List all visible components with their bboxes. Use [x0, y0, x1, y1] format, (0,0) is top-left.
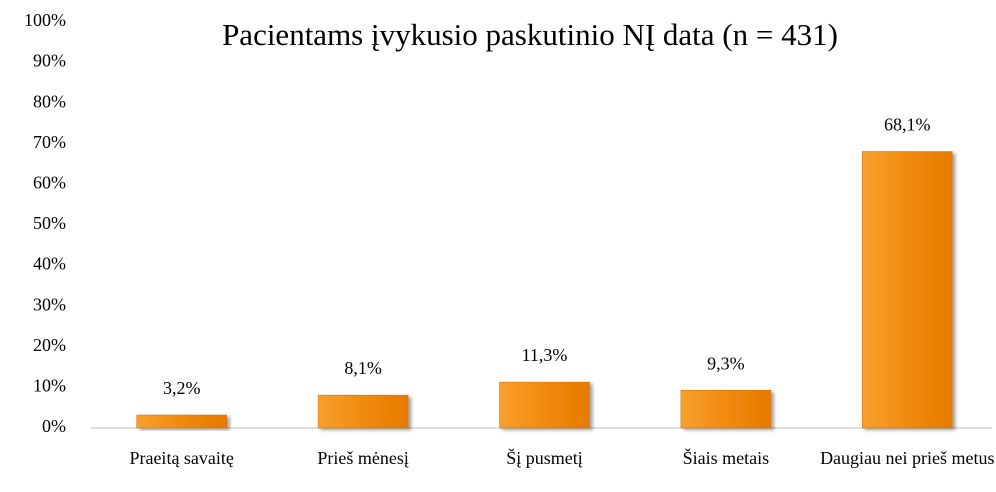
data-label: 8,1% — [344, 358, 382, 378]
bar — [317, 394, 409, 429]
y-tick-label: 0% — [42, 416, 66, 436]
data-label: 3,2% — [163, 378, 201, 398]
x-tick-label: Daugiau nei prieš metus — [820, 448, 995, 468]
data-label: 68,1% — [884, 115, 931, 135]
x-tick-label: Šiais metais — [682, 448, 770, 468]
chart-title: Pacientams įvykusio paskutinio NĮ data (… — [222, 17, 838, 52]
x-tick-label: Prieš mėnesį — [317, 448, 409, 468]
bar — [680, 389, 772, 429]
y-tick-label: 10% — [33, 376, 66, 396]
y-tick-label: 20% — [33, 335, 66, 355]
y-tick-label: 100% — [24, 10, 66, 30]
y-tick-label: 90% — [33, 51, 66, 71]
y-tick-label: 80% — [33, 91, 66, 111]
data-label: 11,3% — [522, 345, 568, 365]
data-label: 9,3% — [707, 353, 745, 373]
y-tick-label: 60% — [33, 173, 66, 193]
y-tick-label: 40% — [33, 254, 66, 274]
y-tick-label: 30% — [33, 294, 66, 314]
x-tick-label: Praeitą savaitę — [129, 448, 234, 468]
bar — [136, 414, 227, 429]
bar — [862, 151, 953, 429]
x-tick-label: Šį pusmetį — [506, 448, 583, 468]
y-tick-label: 70% — [33, 132, 66, 152]
bar — [499, 381, 590, 429]
y-tick-label: 50% — [33, 213, 66, 233]
